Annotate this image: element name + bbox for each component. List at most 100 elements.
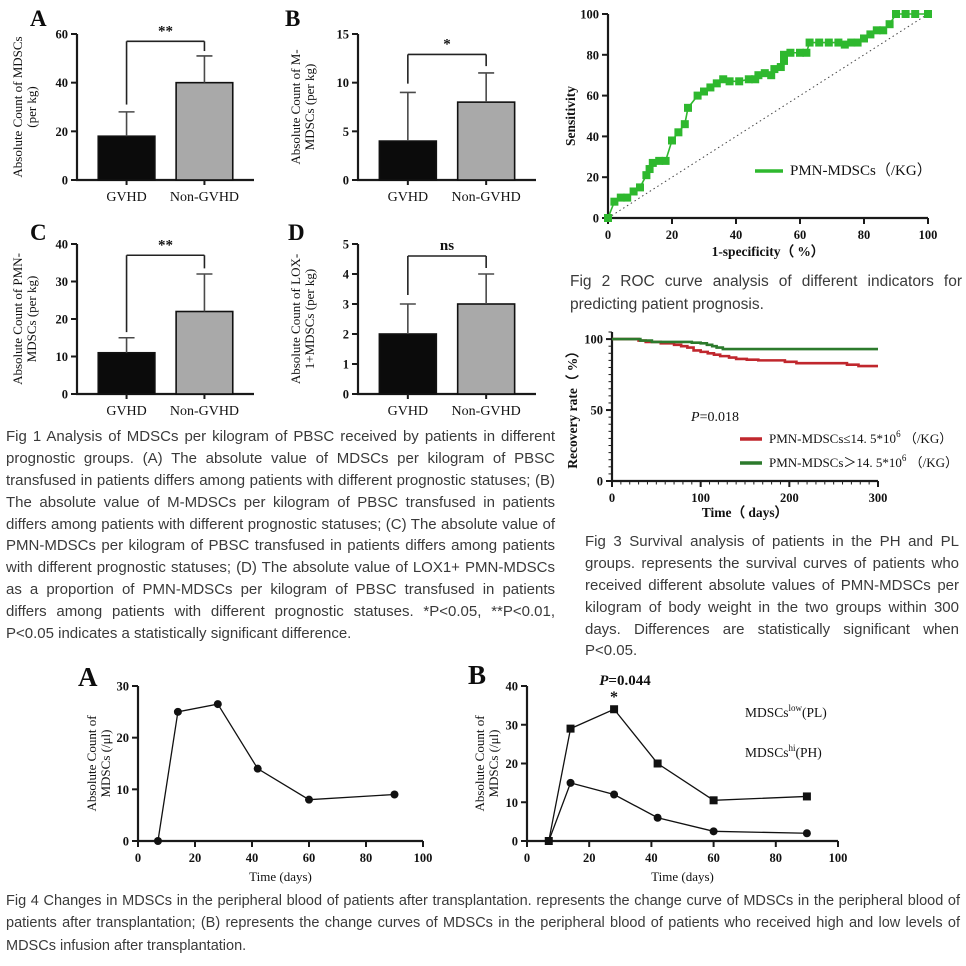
svg-text:60: 60 <box>303 851 316 865</box>
svg-text:0: 0 <box>123 835 129 849</box>
svg-text:10: 10 <box>56 350 69 364</box>
svg-text:4: 4 <box>343 268 350 282</box>
svg-text:40: 40 <box>645 851 658 865</box>
svg-text:Absolute Count of M-: Absolute Count of M- <box>288 49 303 164</box>
svg-text:60: 60 <box>707 851 720 865</box>
svg-text:Non-GVHD: Non-GVHD <box>452 404 521 419</box>
fig1-panel-b-m-mdscs-bar-chart: 0 5 10 15 Absolute Count of M- MDSCs (per kg)… <box>288 10 544 215</box>
svg-text:**: ** <box>158 23 173 39</box>
svg-text:5: 5 <box>343 238 349 252</box>
svg-text:0: 0 <box>605 228 611 242</box>
svg-text:40: 40 <box>730 228 743 242</box>
svg-text:GVHD: GVHD <box>106 190 146 205</box>
svg-text:MDSCs (per kg): MDSCs (per kg) <box>24 276 39 363</box>
svg-text:20: 20 <box>117 731 130 745</box>
svg-text:20: 20 <box>56 313 69 327</box>
svg-text:P=0.018: P=0.018 <box>690 410 739 425</box>
fig2-caption: Fig 2 ROC curve analysis of different in… <box>570 273 962 314</box>
svg-text:100: 100 <box>414 851 433 865</box>
svg-text:MDSCs (/μl): MDSCs (/μl) <box>98 729 113 797</box>
svg-text:Absolute Count of: Absolute Count of <box>84 715 99 812</box>
svg-text:30: 30 <box>117 680 130 694</box>
svg-text:**: ** <box>158 237 173 253</box>
svg-text:Non-GVHD: Non-GVHD <box>170 190 239 205</box>
svg-text:30: 30 <box>56 275 69 289</box>
svg-text:*: * <box>610 689 618 706</box>
svg-text:0: 0 <box>343 174 349 188</box>
svg-text:100: 100 <box>580 8 599 22</box>
svg-text:10: 10 <box>506 796 519 810</box>
svg-text:100: 100 <box>691 491 710 505</box>
svg-text:0: 0 <box>343 388 349 402</box>
svg-text:0: 0 <box>62 174 68 188</box>
svg-text:1-specificity（ %）: 1-specificity（ %） <box>712 244 825 259</box>
svg-text:60: 60 <box>587 89 600 103</box>
svg-text:Time（ days）: Time（ days） <box>702 505 788 520</box>
fig4-panel-a-line-chart: 0 10 20 30 0 20 40 60 80 100 Time (days) Absolute C… <box>60 670 448 891</box>
svg-text:10: 10 <box>337 76 350 90</box>
fig4-caption: Fig 4 Changes in MDSCs in the peripheral… <box>6 893 960 954</box>
svg-text:80: 80 <box>360 851 373 865</box>
svg-text:GVHD: GVHD <box>388 190 428 205</box>
svg-text:Non-GVHD: Non-GVHD <box>452 190 521 205</box>
svg-text:MDSCshi(PH): MDSCshi(PH) <box>745 743 822 760</box>
svg-text:0: 0 <box>609 491 615 505</box>
fig2-roc-curve-chart: 0 20 40 60 80 100 0 20 40 60 80 100 1-specificity（ %… <box>563 2 963 263</box>
svg-text:PMN-MDSCs＞14. 5*106 （/KG）: PMN-MDSCs＞14. 5*106 （/KG） <box>769 453 958 470</box>
svg-text:Absolute Count of PMN-: Absolute Count of PMN- <box>10 253 25 385</box>
svg-text:100: 100 <box>829 851 848 865</box>
svg-text:Non-GVHD: Non-GVHD <box>170 404 239 419</box>
svg-text:40: 40 <box>56 76 69 90</box>
svg-text:MDSCs (/μl): MDSCs (/μl) <box>486 729 501 797</box>
svg-text:0: 0 <box>135 851 141 865</box>
svg-text:80: 80 <box>770 851 783 865</box>
svg-text:20: 20 <box>189 851 202 865</box>
svg-text:20: 20 <box>506 757 519 771</box>
svg-text:0: 0 <box>593 212 599 226</box>
svg-text:0: 0 <box>512 835 518 849</box>
svg-text:10: 10 <box>117 783 130 797</box>
svg-text:40: 40 <box>56 238 69 252</box>
fig4-panel-b-label: B <box>468 660 487 690</box>
svg-text:40: 40 <box>506 680 519 694</box>
fig1-caption: Fig 1 Analysis of MDSCs per kilogram of … <box>6 428 555 643</box>
svg-text:MDSCslow(PL): MDSCslow(PL) <box>745 703 827 720</box>
svg-text:3: 3 <box>343 298 349 312</box>
svg-text:Sensitivity: Sensitivity <box>563 86 578 146</box>
fig1-panel-a-label: A <box>30 6 47 31</box>
svg-text:40: 40 <box>587 130 600 144</box>
fig1-panel-d-lox1-mdscs-bar-chart: 0 1 2 3 4 5 Absolute Count of LOX- 1+MDSCs (per… <box>288 222 544 429</box>
svg-text:20: 20 <box>56 125 69 139</box>
svg-text:*: * <box>443 36 451 52</box>
fig1-panel-c-pmn-mdscs-bar-chart: 0 10 20 30 40 Absolute Count of PMN- MDSCs (pe… <box>10 222 260 429</box>
svg-text:300: 300 <box>869 491 888 505</box>
svg-text:2: 2 <box>343 328 349 342</box>
svg-text:GVHD: GVHD <box>388 404 428 419</box>
svg-text:ns: ns <box>440 238 454 254</box>
svg-text:MDSCs (per kg): MDSCs (per kg) <box>302 64 317 151</box>
svg-text:PMN-MDSCs（/KG）: PMN-MDSCs（/KG） <box>790 162 932 179</box>
svg-text:80: 80 <box>858 228 871 242</box>
svg-text:GVHD: GVHD <box>106 404 146 419</box>
svg-text:0: 0 <box>597 475 603 489</box>
svg-text:Time (days): Time (days) <box>651 869 714 884</box>
svg-text:100: 100 <box>919 228 938 242</box>
svg-text:Absolute Count of: Absolute Count of <box>472 715 487 812</box>
svg-text:P=0.044: P=0.044 <box>599 673 651 689</box>
fig4-panel-b-line-chart: 0 10 20 30 40 0 20 40 60 80 100 Time (days) Absolute… <box>462 670 882 891</box>
svg-text:20: 20 <box>666 228 679 242</box>
svg-text:100: 100 <box>584 333 603 347</box>
svg-text:Time (days): Time (days) <box>249 869 312 884</box>
svg-text:15: 15 <box>337 28 350 42</box>
svg-text:5: 5 <box>343 125 349 139</box>
fig1-panel-d-label: D <box>288 220 305 245</box>
svg-text:1+MDSCs (per kg): 1+MDSCs (per kg) <box>302 269 317 370</box>
svg-text:20: 20 <box>583 851 596 865</box>
fig3-caption: Fig 3 Survival analysis of patients in t… <box>585 533 959 660</box>
svg-text:50: 50 <box>591 404 604 418</box>
svg-text:60: 60 <box>794 228 807 242</box>
fig1-panel-a-mdscs-bar-chart: 0 20 40 60 Absolute Count of MDSCs (per kg) GV… <box>10 10 260 215</box>
fig1-panel-c-label: C <box>30 220 47 245</box>
svg-text:20: 20 <box>587 171 600 185</box>
svg-text:Absolute Count of LOX-: Absolute Count of LOX- <box>288 254 303 384</box>
